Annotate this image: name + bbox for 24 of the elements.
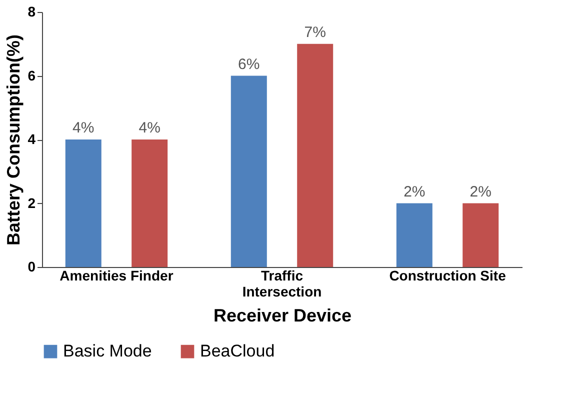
x-tick-label: Amenities Finder	[60, 268, 174, 284]
y-tick-label: 0	[28, 258, 36, 274]
bar	[297, 44, 334, 267]
legend-label: Basic Mode	[63, 342, 152, 361]
bar	[230, 76, 267, 267]
y-tick-label: 2	[28, 194, 36, 211]
bar	[396, 203, 432, 267]
x-axis-title: Receiver Device	[213, 306, 352, 326]
bar	[462, 203, 499, 267]
data-label: 4%	[72, 120, 94, 136]
legend-label: BeaCloud	[200, 342, 275, 361]
y-axis-title: Battery Consumption(%)	[4, 34, 24, 246]
bar	[65, 140, 102, 267]
x-tick-label: Traffic Intersection	[242, 268, 322, 300]
y-tick-label: 6	[28, 67, 36, 84]
bar	[132, 140, 168, 267]
data-label: 2%	[404, 183, 426, 200]
data-label: 4%	[138, 120, 160, 136]
data-label: 6%	[238, 56, 260, 73]
y-tick-label: 8	[28, 4, 36, 20]
y-tick-label: 4	[28, 131, 36, 147]
data-label: 2%	[470, 183, 492, 200]
data-label: 7%	[304, 24, 326, 41]
x-tick-label: Construction Site	[389, 268, 506, 284]
